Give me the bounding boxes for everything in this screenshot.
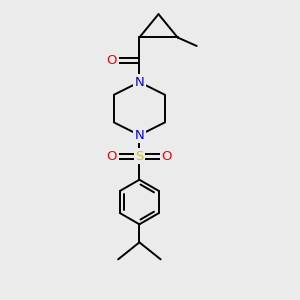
Text: O: O: [106, 54, 117, 67]
Text: N: N: [134, 129, 144, 142]
Text: S: S: [135, 150, 144, 163]
Text: O: O: [106, 150, 117, 163]
Text: N: N: [134, 76, 144, 88]
Text: O: O: [162, 150, 172, 163]
